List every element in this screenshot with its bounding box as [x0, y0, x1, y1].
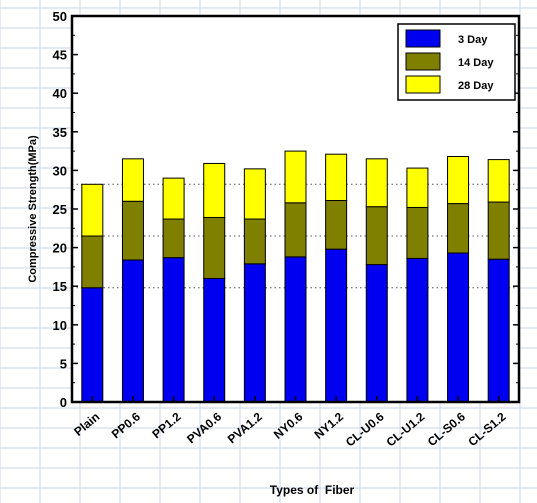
bar-3-day	[162, 257, 185, 403]
bar-14-day	[121, 200, 144, 261]
legend-label: 28 Day	[458, 80, 494, 92]
y-tick-label: 50	[53, 9, 67, 24]
y-tick-label: 10	[53, 318, 67, 333]
bar-28-day	[162, 177, 185, 220]
x-tick-label: Plain	[71, 410, 102, 439]
bar-14-day	[284, 202, 307, 258]
bar-28-day	[487, 159, 510, 203]
y-tick-label: 25	[53, 202, 67, 217]
legend: 3 Day 14 Day 28 Day	[397, 23, 516, 101]
x-tick-label: NY1.2	[312, 409, 347, 441]
x-tick-label: CL-S0.6	[425, 409, 468, 449]
bar-3-day	[284, 256, 307, 403]
y-tick-label: 0	[60, 395, 67, 410]
bar-14-day	[81, 235, 104, 289]
y-axis-ticks: 0 5 10 15 20 25 30 35 40 45 50	[53, 9, 519, 410]
bar-3-day	[365, 264, 388, 403]
legend-label: 14 Day	[458, 57, 494, 69]
legend-label: 3 Day	[458, 34, 488, 46]
bar-28-day	[284, 150, 307, 204]
bar-14-day	[325, 200, 348, 250]
y-axis-label: Compressive Strength(MPa)	[27, 135, 39, 283]
bar-14-day	[365, 206, 388, 266]
x-tick-label: PP0.6	[109, 409, 143, 441]
bar-3-day	[81, 287, 104, 403]
bar-14-day	[447, 203, 470, 254]
x-tick-label: CL-U1.2	[384, 409, 428, 449]
y-tick-label: 20	[53, 241, 67, 256]
bar-28-day	[243, 168, 266, 220]
bar-14-day	[203, 216, 226, 279]
bar-28-day	[365, 158, 388, 208]
bar-28-day	[406, 167, 429, 208]
bar-14-day	[243, 218, 266, 265]
x-tick-label: CL-U0.6	[343, 409, 387, 449]
bar-14-day	[162, 218, 185, 259]
bar-3-day	[121, 259, 144, 403]
y-tick-label: 35	[53, 125, 67, 140]
bar-3-day	[406, 257, 429, 403]
x-axis-label: Types of Fiber	[270, 483, 355, 497]
bar-28-day	[447, 156, 470, 205]
bar-3-day	[243, 263, 266, 403]
x-axis-ticks: Plain PP0.6 PP1.2 PVA0.6 PVA1.2 NY0.6 NY1.2CL-…	[71, 396, 509, 449]
y-tick-label: 40	[53, 86, 67, 101]
bar-28-day	[121, 158, 144, 202]
y-tick-label: 15	[53, 279, 67, 294]
bar-28-day	[203, 162, 226, 218]
bar-28-day	[325, 153, 348, 202]
bar-3-day	[487, 258, 510, 403]
bar-28-day	[81, 183, 104, 237]
bar-14-day	[406, 206, 429, 259]
x-tick-label: PP1.2	[149, 409, 183, 441]
y-tick-label: 30	[53, 163, 67, 178]
y-tick-label: 5	[60, 356, 67, 371]
bar-3-day	[447, 252, 470, 403]
x-tick-label: CL-S1.2	[465, 409, 508, 449]
legend-swatch	[405, 29, 441, 48]
bar-3-day	[203, 277, 226, 403]
bar-3-day	[325, 248, 348, 403]
bar-14-day	[487, 201, 510, 260]
x-tick-label: NY0.6	[271, 409, 306, 441]
legend-swatch	[405, 75, 441, 94]
legend-swatch	[405, 52, 441, 71]
bars	[81, 150, 510, 403]
y-tick-label: 45	[53, 48, 67, 63]
